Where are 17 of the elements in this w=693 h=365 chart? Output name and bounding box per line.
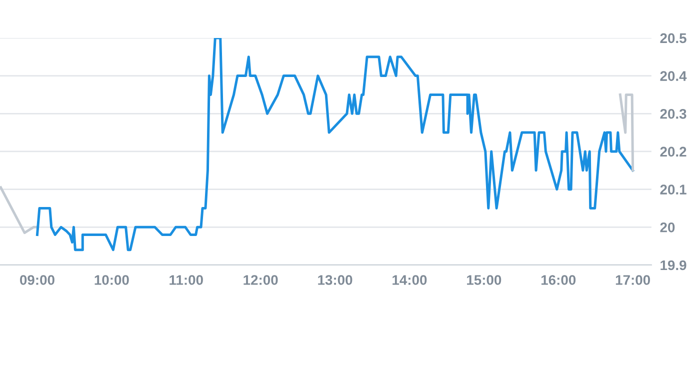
x-tick-label: 10:00 <box>94 275 129 285</box>
x-tick-label: 14:00 <box>392 275 427 285</box>
y-tick-label: 20.3 <box>660 108 686 119</box>
line-series <box>36 38 634 252</box>
x-tick-label: 17:00 <box>616 275 650 285</box>
y-tick-label: 20 <box>660 222 675 232</box>
y-tick-label: 20.1 <box>660 184 686 194</box>
x-tick-label: 11:00 <box>170 275 203 285</box>
x-tick-label: 16:00 <box>541 275 576 285</box>
y-tick-label: 19.9 <box>660 260 686 270</box>
x-tick-label: 09:00 <box>20 275 54 285</box>
y-tick-label: 20.2 <box>660 146 686 157</box>
x-tick-label: 15:00 <box>467 275 502 285</box>
y-tick-label: 20.4 <box>660 71 687 81</box>
y-tick-label: 20.5 <box>660 33 686 44</box>
x-tick-label: 13:00 <box>318 275 352 285</box>
x-tick-label: 12:00 <box>244 275 278 285</box>
